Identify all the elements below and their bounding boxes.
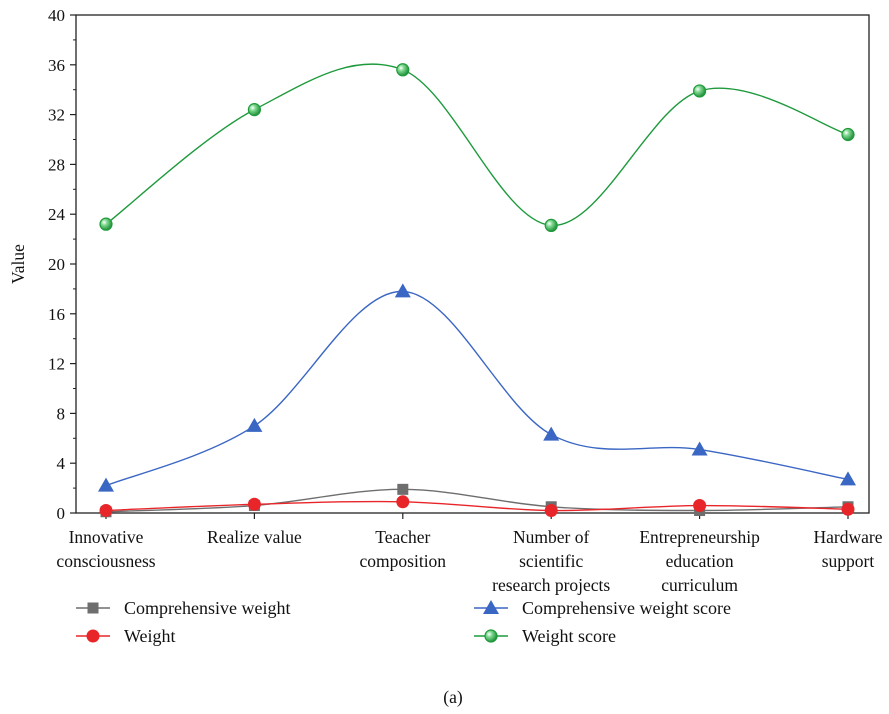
x-tick-label: Innovative consciousness (56, 527, 155, 571)
plot-frame (75, 14, 870, 514)
series-line (105, 488, 849, 513)
x-tick-label: Hardware support (814, 527, 883, 571)
legend-swatch-marker (86, 629, 100, 643)
x-tick-label: Teacher composition (360, 527, 447, 571)
y-tick-label: 36 (48, 56, 65, 75)
data-point (247, 103, 261, 117)
series-line (105, 290, 849, 487)
legend-item: Comprehensive weight (76, 598, 290, 618)
data-point (841, 127, 855, 142)
data-point (99, 217, 113, 231)
data-point (247, 497, 261, 511)
data-point (691, 441, 708, 456)
data-point (246, 417, 263, 432)
data-point (841, 502, 855, 516)
figure-caption: (a) (443, 687, 463, 707)
axes: 0 4 8 12 16 20 24 28 32 36 40 Innovative consciousne… (8, 6, 883, 595)
data-point (99, 504, 113, 518)
legend: Comprehensive weight Weight Comprehensive … (76, 598, 731, 646)
data-point (544, 504, 558, 518)
series-weight-score (99, 63, 855, 233)
legend-item: Weight score (474, 626, 616, 646)
series-weight (99, 495, 855, 518)
data-point (840, 471, 856, 486)
series-layer (98, 63, 856, 518)
y-axis-title: Value (8, 244, 28, 284)
x-tick-label: Entrepreneurship education curriculum (639, 527, 760, 595)
series-line (105, 500, 849, 512)
y-tick-label: 8 (57, 404, 66, 423)
y-tick-label: 20 (48, 255, 65, 274)
x-tick-label: Realize value (207, 527, 302, 547)
series-line (105, 63, 849, 227)
data-point (693, 499, 707, 513)
data-point (692, 84, 707, 98)
data-point (394, 283, 411, 298)
legend-label: Comprehensive weight (124, 598, 290, 618)
legend-item: Comprehensive weight score (474, 598, 731, 618)
y-tick-label: 40 (48, 6, 65, 25)
legend-label: Weight (124, 626, 176, 646)
data-point (396, 63, 410, 77)
legend-label: Comprehensive weight score (522, 598, 731, 618)
y-tick-label: 28 (48, 155, 65, 174)
series-comprehensive-weight-score (98, 283, 856, 492)
data-point (98, 477, 114, 492)
legend-swatch-marker (483, 600, 499, 614)
y-tick-label: 24 (48, 205, 66, 224)
legend-item: Weight (76, 626, 176, 646)
x-tick-label: Number of scientific research projects (492, 527, 610, 595)
legend-swatch-marker (87, 602, 99, 614)
data-point (543, 426, 560, 441)
data-point (397, 483, 409, 495)
y-tick-label: 32 (48, 106, 65, 125)
legend-label: Weight score (522, 626, 616, 646)
y-tick-label: 4 (57, 454, 66, 473)
y-tick-label: 16 (48, 305, 65, 324)
legend-swatch-marker (484, 629, 498, 643)
data-point (544, 218, 558, 233)
y-tick-label: 0 (57, 504, 66, 523)
y-tick-label: 12 (48, 355, 65, 374)
data-point (396, 495, 410, 509)
series-comprehensive-weight (100, 483, 854, 518)
